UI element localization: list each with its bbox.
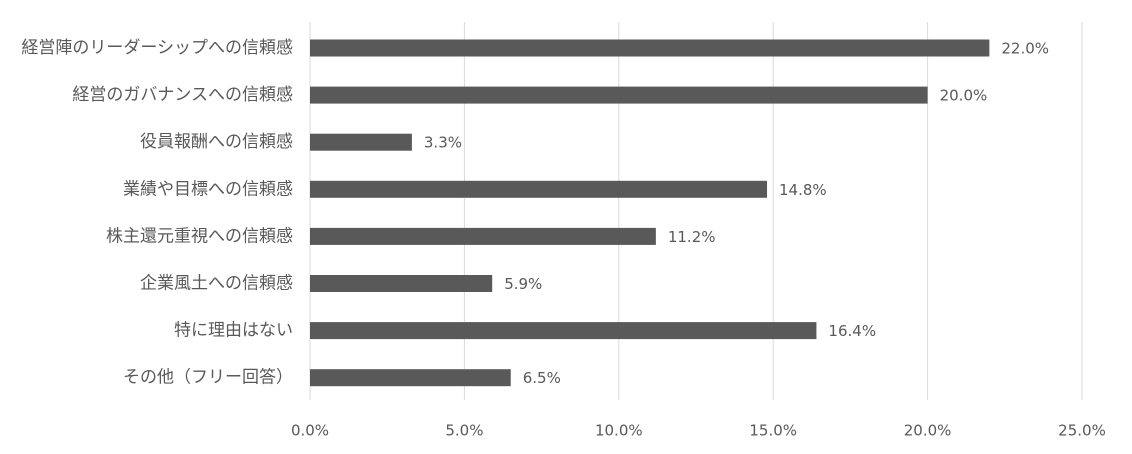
category-labels: 経営陣のリーダーシップへの信頼感経営のガバナンスへの信頼感役員報酬への信頼感業績…	[21, 38, 293, 388]
category-label: 経営陣のリーダーシップへの信頼感	[21, 38, 293, 58]
data-label: 6.5%	[523, 369, 561, 387]
x-tick-label: 25.0%	[1058, 422, 1106, 440]
category-label: 企業風土への信頼感	[140, 274, 293, 294]
bar	[310, 322, 817, 340]
bars	[310, 39, 990, 387]
bar	[310, 180, 768, 198]
bar	[310, 133, 412, 151]
data-label: 5.9%	[504, 275, 542, 293]
bar	[310, 39, 990, 57]
bar	[310, 369, 511, 387]
gridlines	[309, 22, 1083, 400]
value-labels: 22.0% 20.0% 3.3% 14.8% 11.2% 5.9% 16.4% 6.5%	[424, 40, 1049, 388]
data-label: 14.8%	[779, 181, 827, 199]
category-label: その他（フリー回答）	[123, 368, 293, 388]
x-tick-label: 0.0%	[291, 422, 329, 440]
data-label: 11.2%	[668, 228, 716, 246]
x-tick-label: 15.0%	[749, 422, 797, 440]
data-label: 3.3%	[424, 134, 462, 152]
bar	[310, 86, 928, 104]
category-label: 経営のガバナンスへの信頼感	[72, 85, 293, 105]
bar	[310, 275, 493, 292]
category-label: 業績や目標への信頼感	[123, 179, 293, 199]
bar	[310, 227, 656, 245]
x-tick-label: 5.0%	[445, 422, 483, 440]
category-label: 株主還元重視への信頼感	[106, 226, 293, 246]
data-label: 16.4%	[828, 322, 876, 340]
x-axis-tick-labels: 0.0% 5.0% 10.0% 15.0% 20.0% 25.0%	[291, 422, 1106, 440]
data-label: 20.0%	[940, 87, 988, 105]
x-tick-label: 20.0%	[904, 422, 952, 440]
x-tick-label: 10.0%	[595, 422, 643, 440]
category-label: 特に理由はない	[174, 321, 293, 341]
category-label: 役員報酬への信頼感	[140, 132, 293, 152]
data-label: 22.0%	[1001, 40, 1049, 58]
